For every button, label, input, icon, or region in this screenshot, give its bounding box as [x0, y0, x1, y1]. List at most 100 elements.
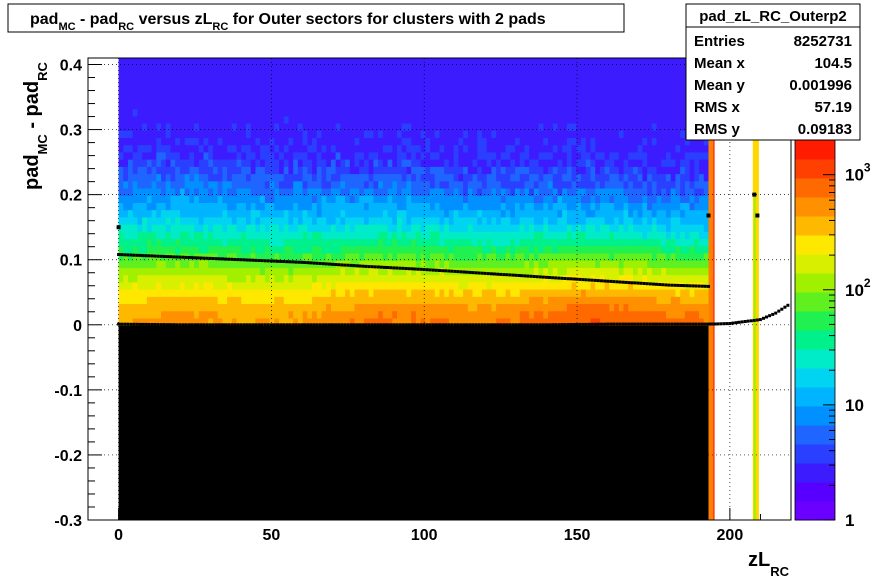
palette-swatch: [795, 501, 835, 521]
rms-marker: [276, 260, 279, 263]
mean-marker: [655, 323, 658, 326]
stats-value: 0.09183: [798, 121, 852, 138]
mean-marker: [640, 323, 643, 326]
mean-marker: [117, 323, 120, 326]
mean-marker: [307, 323, 310, 326]
mean-marker: [698, 323, 701, 326]
mean-marker: [661, 323, 664, 326]
x-tick-label: 200: [717, 527, 744, 544]
palette-swatch: [795, 140, 835, 160]
rms-marker: [554, 276, 557, 279]
rms-marker: [423, 268, 426, 271]
x-tick-label: 0: [114, 527, 123, 544]
rms-marker: [628, 281, 631, 284]
stats-title: pad_zL_RC_Outerp2: [699, 8, 847, 25]
mean-marker: [334, 323, 337, 326]
palette-swatch: [795, 311, 835, 331]
rms-marker: [496, 273, 499, 276]
rms-marker: [407, 267, 410, 270]
rms-marker: [356, 264, 359, 267]
palette-swatch: [795, 387, 835, 407]
rms-marker: [560, 277, 563, 280]
mean-marker: [154, 323, 157, 326]
outlier-marker: [752, 193, 756, 197]
mean-marker: [536, 323, 539, 326]
mean-marker: [738, 321, 741, 324]
mean-marker: [282, 323, 285, 326]
mean-marker: [301, 323, 304, 326]
mean-marker: [774, 312, 777, 315]
mean-marker: [230, 323, 233, 326]
mean-marker: [664, 323, 667, 326]
mean-marker: [377, 323, 380, 326]
mean-marker: [786, 304, 789, 307]
mean-marker: [135, 323, 138, 326]
rms-marker: [252, 259, 255, 262]
rms-marker: [307, 261, 310, 264]
mean-marker: [735, 321, 738, 324]
rms-marker: [273, 260, 276, 263]
rms-marker: [126, 253, 129, 256]
outlier-marker: [755, 214, 759, 218]
mean-marker: [417, 323, 420, 326]
y-tick-label: -0.2: [54, 448, 82, 465]
mean-marker: [252, 323, 255, 326]
mean-marker: [741, 320, 744, 323]
mean-marker: [368, 323, 371, 326]
rms-marker: [395, 267, 398, 270]
rms-marker: [135, 254, 138, 257]
rms-marker: [429, 268, 432, 271]
mean-marker: [710, 323, 713, 326]
rms-marker: [411, 267, 414, 270]
mean-marker: [683, 323, 686, 326]
rms-marker: [695, 285, 698, 288]
mean-marker: [142, 323, 145, 326]
mean-marker: [444, 323, 447, 326]
mean-marker: [294, 323, 297, 326]
mean-marker: [169, 323, 172, 326]
mean-marker: [719, 322, 722, 325]
mean-marker: [316, 323, 319, 326]
mean-marker: [249, 323, 252, 326]
rms-marker: [380, 266, 383, 269]
rms-marker: [304, 261, 307, 264]
mean-marker: [383, 323, 386, 326]
rms-marker: [533, 275, 536, 278]
mean-marker: [600, 323, 603, 326]
mean-marker: [331, 323, 334, 326]
rms-marker: [658, 283, 661, 286]
rms-marker: [704, 285, 707, 288]
mean-marker: [548, 323, 551, 326]
rms-marker: [386, 266, 389, 269]
mean-marker: [521, 323, 524, 326]
rms-marker: [499, 273, 502, 276]
rms-marker: [160, 255, 163, 258]
rms-marker: [319, 262, 322, 265]
rms-marker: [392, 266, 395, 269]
mean-marker: [203, 323, 206, 326]
mean-marker: [728, 322, 731, 325]
mean-marker: [459, 323, 462, 326]
rms-marker: [245, 259, 248, 262]
rms-marker: [145, 254, 148, 257]
mean-marker: [716, 322, 719, 325]
mean-marker: [447, 323, 450, 326]
mean-marker: [245, 323, 248, 326]
mean-marker: [615, 323, 618, 326]
mean-marker: [322, 323, 325, 326]
mean-marker: [429, 323, 432, 326]
mean-marker: [310, 323, 313, 326]
rms-marker: [502, 273, 505, 276]
rms-marker: [563, 277, 566, 280]
rms-marker: [368, 265, 371, 268]
rms-marker: [163, 255, 166, 258]
rms-marker: [261, 259, 264, 262]
y-tick-label: -0.1: [54, 383, 82, 400]
rms-marker: [123, 253, 126, 256]
mean-marker: [255, 323, 258, 326]
rms-marker: [438, 269, 441, 272]
mean-marker: [777, 310, 780, 313]
mean-marker: [634, 323, 637, 326]
mean-marker: [747, 320, 750, 323]
